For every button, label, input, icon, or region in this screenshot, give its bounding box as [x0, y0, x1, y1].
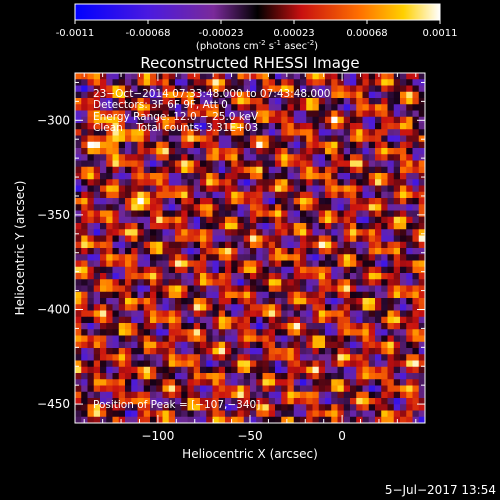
footer-timestamp: 5−Jul−2017 13:54 — [385, 483, 496, 497]
y-tick-label: −350 — [37, 208, 70, 222]
colorbar: -0.0011 -0.00068 -0.00023 0.00023 0.00068 0.0… — [56, 3, 458, 52]
x-tick-label: −100 — [141, 429, 174, 443]
annotation-detectors: Detectors: 3F 6F 9F, Att 0 — [93, 99, 228, 111]
heatmap-image — [75, 73, 425, 423]
annotation-block: 23−Oct−2014 07:33:48.000 to 07:43:48.000… — [93, 88, 330, 411]
colorbar-ticks: -0.0011 -0.00068 -0.00023 0.00023 0.00068 0.0… — [56, 20, 458, 39]
annotation-peak-position: Position of Peak = [−107,−340] — [93, 399, 260, 411]
y-tick-label: −450 — [37, 397, 70, 411]
x-tick-label: −50 — [237, 429, 262, 443]
colorbar-tick-label: 0.00068 — [346, 28, 387, 39]
x-axis: −100 −50 0 — [83, 73, 417, 443]
annotation-clean-counts: Clean Total counts: 3.31E+03 — [93, 122, 258, 134]
y-axis: −300 −350 −400 −450 — [37, 81, 425, 424]
y-axis-label: Heliocentric Y (arcsec) — [13, 181, 27, 316]
colorbar-tick-label: 0.0011 — [423, 28, 458, 39]
colorbar-units: (photons cm-2 s-1 asec-2) — [196, 39, 318, 52]
y-tick-label: −300 — [37, 113, 70, 127]
colorbar-tick-label: 0.00023 — [273, 28, 314, 39]
colorbar-tick-label: -0.00068 — [126, 28, 171, 39]
chart-title: Reconstructed RHESSI Image — [140, 54, 359, 72]
colorbar-tick-label: -0.0011 — [56, 28, 95, 39]
colorbar-gradient — [74, 3, 441, 21]
annotation-time-range: 23−Oct−2014 07:33:48.000 to 07:43:48.000 — [93, 88, 330, 100]
x-tick-label: 0 — [338, 429, 346, 443]
x-axis-label: Heliocentric X (arcsec) — [182, 447, 318, 461]
colorbar-tick-label: -0.00023 — [199, 28, 244, 39]
annotation-energy-range: Energy Range: 12.0 − 25.0 keV — [93, 111, 259, 123]
y-tick-label: −400 — [37, 302, 70, 316]
